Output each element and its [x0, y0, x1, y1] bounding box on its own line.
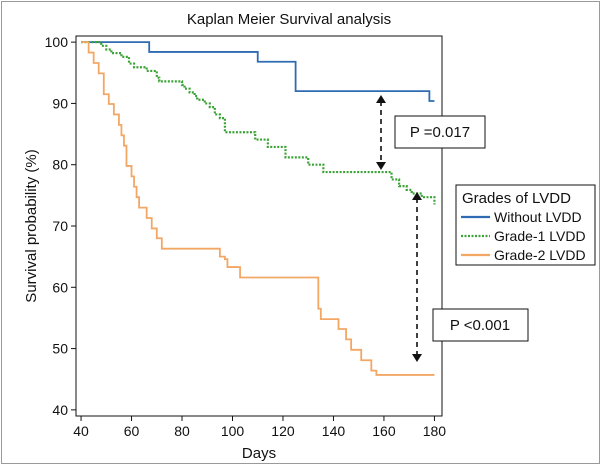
x-tick-label: 80 — [174, 423, 190, 439]
plot-area — [75, 35, 443, 417]
y-tick-label: 40 — [52, 402, 68, 418]
x-tick-label: 140 — [322, 423, 346, 439]
legend-label-without-lvdd: Without LVDD — [494, 209, 582, 225]
p-value-box-2: P <0.001 — [432, 308, 529, 342]
series-line-without-lvdd — [81, 41, 435, 102]
y-tick-label: 60 — [52, 279, 68, 295]
x-tick-label: 40 — [73, 423, 89, 439]
annotation-arrow-2 — [412, 192, 422, 362]
axis-ticks: 40 60 80 100 120 140 160 180 40 50 60 70 80 90 100 — [45, 34, 447, 439]
series-group — [81, 41, 436, 376]
series-line-grade-1-lvdd — [81, 41, 436, 205]
legend: Grades of LVDD Without LVDD Grade-1 LVDD… — [455, 184, 596, 266]
legend-title: Grades of LVDD — [462, 190, 571, 207]
x-axis-label: Days — [242, 445, 276, 462]
legend-label-grade-1: Grade-1 LVDD — [494, 228, 586, 244]
y-tick-label: 70 — [52, 218, 68, 234]
y-tick-label: 50 — [52, 341, 68, 357]
y-axis-label: Survival probability (%) — [23, 149, 40, 302]
p-value-2: P <0.001 — [450, 317, 510, 334]
x-tick-label: 160 — [372, 423, 396, 439]
chart-title: Kaplan Meier Survival analysis — [187, 11, 391, 28]
y-tick-label: 100 — [45, 34, 69, 50]
legend-label-grade-2: Grade-2 LVDD — [494, 247, 586, 263]
y-tick-label: 80 — [52, 157, 68, 173]
p-value-box-1: P =0.017 — [394, 115, 486, 149]
y-tick-label: 90 — [52, 95, 68, 111]
annotation-arrow-1 — [376, 95, 386, 170]
x-tick-label: 100 — [221, 423, 245, 439]
legend-box — [455, 184, 596, 266]
x-tick-label: 180 — [423, 423, 447, 439]
p-value-1: P =0.017 — [410, 124, 470, 141]
x-tick-label: 120 — [271, 423, 295, 439]
series-line-grade-2-lvdd — [81, 41, 435, 376]
x-tick-label: 60 — [124, 423, 140, 439]
